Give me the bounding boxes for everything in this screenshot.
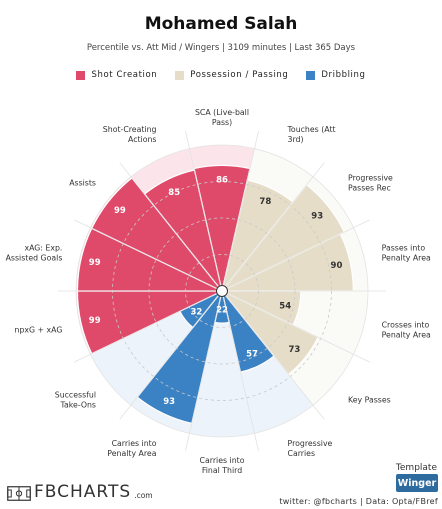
grid-spoke (221, 219, 370, 292)
value-label-assists: 99 (114, 206, 126, 216)
legend-swatch-possession-passing (175, 70, 185, 80)
legend-label-possession-passing: Possession / Passing (190, 70, 289, 80)
value-label-successful-take-ons: 32 (190, 308, 202, 318)
value-label-carries-into-final-third: 22 (216, 305, 228, 315)
legend-item-possession-passing: Possession / Passing (175, 70, 288, 80)
legend-swatch-shot-creation (76, 70, 86, 80)
legend-item-shot-creation: Shot Creation (76, 70, 157, 80)
value-wedges (76, 164, 355, 425)
logo-text: FBCHARTS (34, 482, 132, 502)
value-label-key-passes: 73 (288, 345, 300, 355)
grid-spoke (185, 131, 223, 292)
grid-spoke (185, 290, 223, 451)
grid-spoke (221, 290, 259, 451)
data-credit: twitter: @fbcharts | Data: Opta/FBref (279, 497, 438, 506)
category-label-sca-live-ball-pass: SCA (Live-ball Pass) (195, 108, 249, 127)
value-label-crosses-into-penalty-area: 54 (279, 302, 291, 312)
center-marker (216, 285, 228, 297)
category-label-carries-into-penalty-area: Carries into Penalty Area (107, 439, 156, 458)
value-label-sca-live-ball-pass: 86 (216, 176, 228, 186)
category-label-successful-take-ons: Successful Take-Ons (55, 391, 96, 410)
category-label-assists: Assists (69, 179, 96, 188)
value-label-progressive-carries: 57 (246, 350, 258, 360)
category-label-touches-att-3rd: Touches (Att 3rd) (287, 125, 336, 144)
value-label-touches-att-3rd: 78 (259, 197, 271, 207)
category-label-xag-exp-assisted-goals: xAG: Exp. Assisted Goals (6, 243, 63, 262)
grid-spoke (119, 162, 223, 292)
category-label-progressive-carries: Progressive Carries (288, 439, 333, 458)
legend-label-dribbling: Dribbling (321, 70, 366, 80)
pitch-icon (7, 486, 31, 501)
chart-title: Mohamed Salah (144, 14, 298, 34)
logo-suffix: .com (134, 491, 153, 500)
category-label-key-passes: Key Passes (348, 396, 391, 405)
category-label-passes-into-penalty-area: Passes into Penalty Area (382, 243, 431, 262)
grid-spoke (221, 290, 325, 420)
grid-spoke (119, 290, 223, 420)
grid-spoke (221, 131, 259, 292)
template-selector-button[interactable]: Winger (396, 474, 438, 492)
category-label-progressive-passes-rec: Progressive Passes Rec (348, 174, 393, 193)
legend: Shot Creation Possession / Passing Dribb… (0, 70, 442, 80)
value-label-passes-into-penalty-area: 90 (331, 261, 343, 271)
legend-label-shot-creation: Shot Creation (91, 70, 158, 80)
grid (58, 131, 386, 451)
grid-spoke (74, 290, 223, 363)
template-label: Template (395, 463, 437, 473)
grid-spoke (221, 162, 325, 292)
category-labels: SCA (Live-ball Pass) Touches (Att 3rd) Progr… (6, 108, 431, 475)
value-label-xag-exp-assisted-goals: 99 (89, 258, 101, 268)
grid-spoke (221, 290, 370, 363)
grid-spoke (74, 219, 223, 292)
value-labels: 86 78 93 90 54 73 57 22 93 32 99 99 99 85 (89, 176, 343, 407)
fbcharts-logo: FBCHARTS .com (7, 484, 153, 501)
chart-subtitle: Percentile vs. Att Mid / Wingers | 3109 … (86, 43, 356, 53)
value-label-carries-into-penalty-area: 93 (163, 397, 175, 407)
legend-swatch-dribbling (306, 70, 316, 80)
category-label-shot-creating-actions: Shot-Creating Actions (103, 125, 157, 144)
category-label-carries-into-final-third: Carries into Final Third (200, 456, 245, 475)
value-label-shot-creating-actions: 85 (168, 188, 180, 198)
legend-item-dribbling: Dribbling (306, 70, 365, 80)
category-label-npxg-xag: npxG + xAG (15, 326, 63, 335)
value-label-npxg-xag: 99 (89, 316, 101, 326)
category-label-crosses-into-penalty-area: Crosses into Penalty Area (382, 321, 431, 340)
value-label-progressive-passes-rec: 93 (311, 211, 323, 221)
